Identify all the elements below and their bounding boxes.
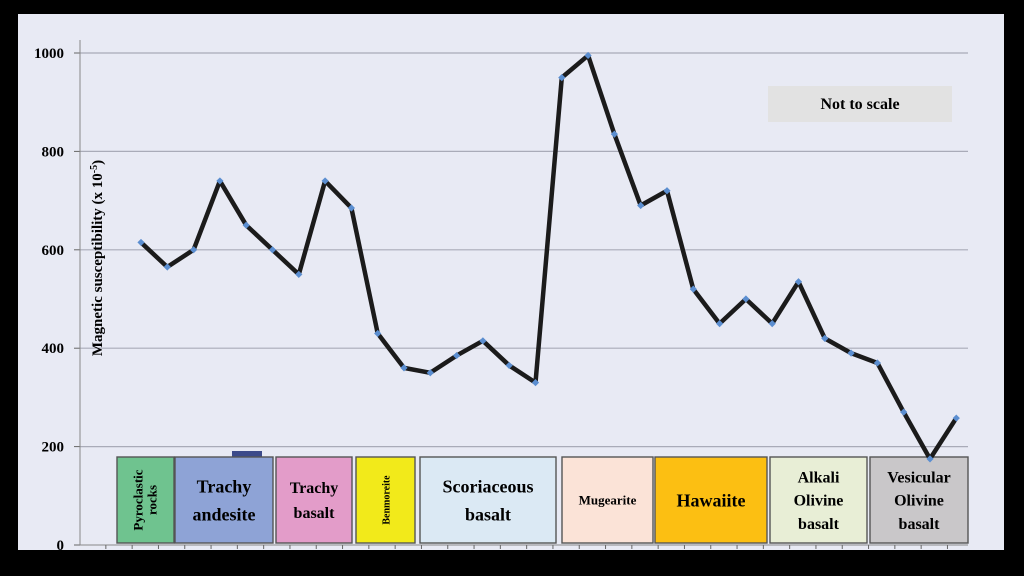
rock-type-box — [769, 456, 868, 544]
rock-type-label: Trachy basalt — [290, 480, 339, 522]
data-point-marker — [873, 359, 881, 367]
grid-lines — [80, 52, 968, 448]
data-point-marker — [794, 278, 803, 286]
y-axis-label-suffix: ) — [90, 160, 106, 165]
rock-type-label: Trachy andesite — [193, 476, 256, 524]
rock-type-label: Mugearite — [579, 493, 637, 508]
rock-type-box — [419, 456, 557, 544]
data-point-marker — [821, 334, 829, 342]
data-point-marker — [400, 364, 408, 372]
data-point-marker — [584, 51, 592, 60]
rock-type-box — [116, 456, 175, 544]
data-point-marker — [505, 361, 513, 370]
data-point-marker — [637, 201, 645, 210]
rock-type-label: Scoriaceous basalt — [443, 476, 534, 524]
rock-type-box — [654, 456, 768, 544]
rock-type-label-line: Trachy — [197, 476, 252, 496]
rock-type-box — [561, 456, 654, 544]
y-tick-label: 1000 — [34, 46, 64, 62]
data-point-marker — [479, 337, 487, 345]
rock-type-label-line: basalt — [294, 505, 336, 522]
rock-type-label-line: andesite — [193, 504, 256, 524]
data-point-marker — [163, 263, 171, 271]
rock-type-box — [174, 456, 274, 544]
rock-type-label: Vesicular Olivine basalt — [887, 469, 950, 532]
legend-top-strip — [232, 451, 262, 459]
rock-type-label: Benmoreite — [382, 475, 393, 525]
note-text: Not to scale — [820, 96, 899, 113]
data-point-marker — [742, 295, 750, 303]
data-point-marker — [952, 414, 960, 422]
y-axis-label: Magnetic susceptibility (x 10-5) — [89, 160, 107, 356]
data-point-marker — [295, 270, 303, 278]
rock-type-label-line: basalt — [899, 516, 941, 533]
rock-type-label-line: Benmoreite — [382, 475, 393, 525]
rock-type-box — [275, 456, 353, 544]
data-point-marker — [268, 246, 277, 254]
data-point-marker — [663, 187, 671, 195]
y-tick-label: 600 — [42, 243, 65, 259]
series-line — [139, 53, 959, 462]
data-point-marker — [926, 455, 934, 463]
y-axis-label-text: Magnetic susceptibility (x 10 — [90, 173, 106, 356]
data-point-marker — [426, 369, 434, 377]
data-point-marker — [321, 177, 329, 185]
y-tick-label: 400 — [42, 341, 65, 357]
rock-type-box — [869, 456, 969, 544]
data-point-marker — [374, 329, 382, 338]
x-axis-ticks — [105, 545, 948, 549]
rock-type-label-line: Hawaiite — [677, 490, 746, 510]
data-point-marker — [216, 177, 224, 185]
y-tick-label: 0 — [57, 538, 65, 554]
rock-type-legend: Pyroclasticrocks Trachy andesite Trachy basa… — [116, 451, 969, 544]
rock-type-label-line: Alkali — [798, 469, 840, 486]
series-markers — [137, 51, 960, 463]
rock-type-label-line: basalt — [465, 504, 511, 524]
y-axis-label-exponent: -5 — [89, 165, 100, 173]
y-tick-label: 200 — [42, 440, 65, 456]
rock-type-label: Hawaiite — [677, 490, 746, 510]
rock-type-label: Alkali Olivine basalt — [794, 469, 844, 532]
data-point-marker — [347, 204, 355, 212]
rock-type-label-line: Mugearite — [579, 493, 637, 508]
rock-type-label-line: basalt — [798, 516, 840, 533]
rock-type-label-line: Scoriaceous — [443, 476, 534, 496]
data-point-marker — [847, 349, 855, 357]
data-point-marker — [689, 285, 697, 293]
data-point-marker — [531, 379, 540, 387]
data-point-marker — [716, 320, 724, 328]
data-point-marker — [453, 351, 461, 360]
data-point-marker — [558, 74, 566, 82]
rock-type-label-line: Pyroclastic — [130, 469, 145, 530]
rock-type-box — [355, 456, 416, 544]
rock-type-label-line: Olivine — [894, 493, 944, 510]
rock-type-label-line: rocks — [145, 485, 160, 515]
data-point-marker — [610, 130, 618, 138]
data-point-marker — [900, 408, 908, 416]
y-tick-label: 800 — [42, 144, 65, 160]
series-polyline — [139, 53, 959, 462]
data-point-marker — [137, 238, 145, 247]
note-box — [768, 86, 952, 122]
rock-type-label-line: Vesicular — [887, 469, 950, 486]
rock-type-label-line: Olivine — [794, 493, 844, 510]
data-point-marker — [768, 320, 776, 328]
data-point-marker — [242, 221, 250, 229]
data-point-marker — [190, 246, 198, 254]
y-axis-ticks: 0 200 400 600 800 1000 — [34, 46, 80, 554]
rock-type-label-line: Trachy — [290, 480, 339, 497]
rock-type-label: Pyroclasticrocks — [130, 469, 159, 530]
